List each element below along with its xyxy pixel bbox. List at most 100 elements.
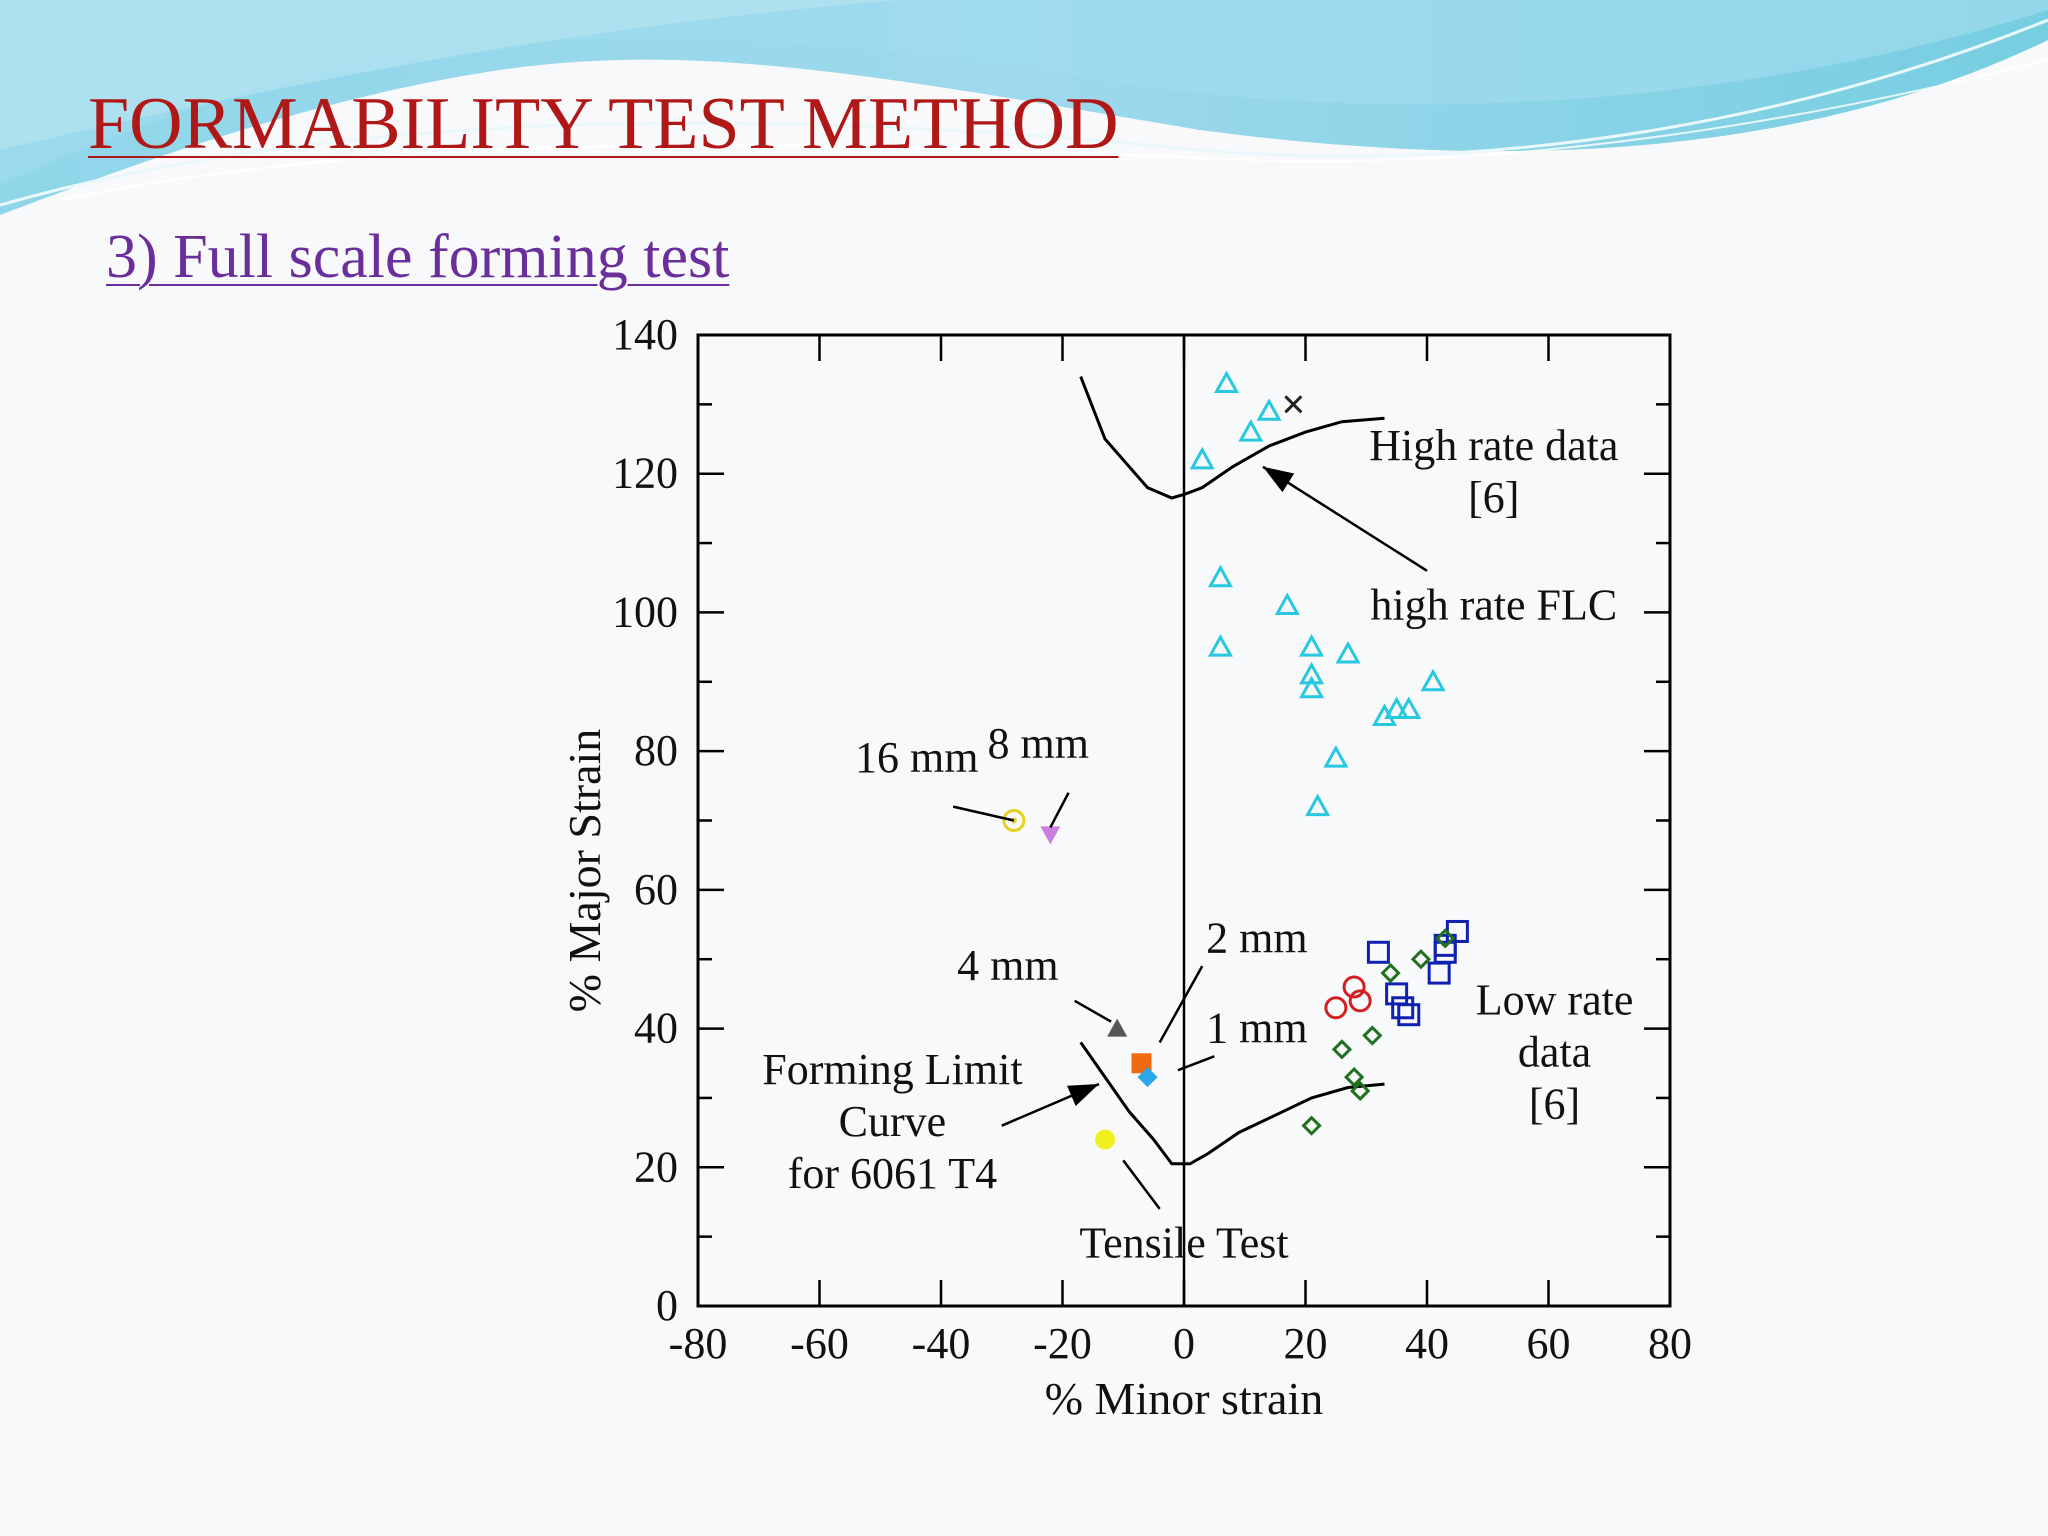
data-point-diamond bbox=[1350, 1080, 1371, 1102]
annotation-line: data bbox=[1518, 1028, 1591, 1077]
data-point-square bbox=[1397, 1003, 1421, 1027]
y-tick-label: 60 bbox=[634, 865, 678, 914]
data-point-circle bbox=[1324, 996, 1348, 1020]
plot-frame: -80 -60 -40 -20 0 20 40 60 80 0 20 40 60 80 100 120 140%… bbox=[559, 310, 1692, 1424]
y-tick-label: 100 bbox=[612, 587, 678, 636]
leader-line bbox=[952, 805, 1015, 822]
y-tick-label: 80 bbox=[634, 726, 678, 775]
y-axis-label: % Major Strain bbox=[559, 729, 610, 1013]
flc-curve-1 bbox=[1079, 376, 1385, 500]
data-point-triangle bbox=[1420, 668, 1446, 692]
x-tick-label: 80 bbox=[1648, 1319, 1692, 1368]
annotation-label: 1 mm bbox=[1206, 1003, 1307, 1052]
x-tick-label: 60 bbox=[1527, 1319, 1571, 1368]
annotation-label: Tensile Test bbox=[1079, 1218, 1288, 1267]
x-tick-label: -80 bbox=[669, 1319, 728, 1368]
annotation-label: 8 mm bbox=[987, 719, 1088, 768]
flc-curve-2 bbox=[1079, 1041, 1385, 1166]
annotation-line: High rate data bbox=[1369, 421, 1618, 470]
annotation-line: Curve bbox=[839, 1097, 947, 1146]
leader-line bbox=[1049, 792, 1070, 829]
header-wave-decoration bbox=[0, 0, 2048, 215]
data-point-circle-filled bbox=[1095, 1129, 1116, 1150]
data-point-triangle bbox=[1323, 744, 1349, 768]
annotation-label: 4 mm bbox=[957, 941, 1058, 990]
annotation-line: Forming Limit bbox=[762, 1045, 1022, 1094]
x-tick-label: 0 bbox=[1173, 1319, 1195, 1368]
annotation-line: 4 mm bbox=[957, 941, 1058, 990]
annotation-line: [6] bbox=[1468, 473, 1519, 522]
data-point-circle bbox=[1342, 975, 1366, 999]
data-point-diamond bbox=[1410, 949, 1432, 970]
data-point-triangle bbox=[1396, 696, 1422, 720]
data-point-triangle bbox=[1305, 793, 1331, 817]
annotation-label: 2 mm bbox=[1206, 913, 1307, 962]
data-point-diamond bbox=[1380, 962, 1401, 984]
data-point-triangle bbox=[1189, 446, 1215, 470]
data-point-triangle bbox=[1213, 370, 1240, 394]
x-tick-label: 40 bbox=[1405, 1319, 1449, 1368]
data-point-square bbox=[1385, 982, 1409, 1006]
data-point-diamond bbox=[1362, 1025, 1383, 1046]
data-point-circle-dot bbox=[1002, 809, 1026, 832]
leader-line bbox=[1122, 1159, 1161, 1210]
y-tick-label: 140 bbox=[612, 310, 678, 359]
data-point-square bbox=[1391, 996, 1415, 1020]
annotation-label: 16 mm bbox=[855, 733, 978, 782]
data-point-triangle bbox=[1207, 634, 1233, 657]
annotation-line: Low rate bbox=[1476, 976, 1634, 1025]
data-point-diamond bbox=[1301, 1115, 1322, 1136]
data-point-square bbox=[1427, 961, 1451, 985]
data-point-circle bbox=[1348, 989, 1372, 1013]
leader-line bbox=[1074, 999, 1112, 1023]
annotation-label: High rate data [6] bbox=[1369, 421, 1618, 522]
x-axis-label: % Minor strain bbox=[1045, 1373, 1324, 1424]
data-point-triangle-down bbox=[1040, 826, 1061, 845]
annotation-label: Forming Limit Curve for 6061 T4 bbox=[762, 1045, 1022, 1198]
curves-layer bbox=[1079, 376, 1385, 1166]
annotation-line: [6] bbox=[1529, 1080, 1580, 1129]
x-tick-label: -40 bbox=[912, 1319, 971, 1368]
data-point-triangle bbox=[1335, 640, 1361, 664]
leader-line bbox=[1177, 1055, 1215, 1072]
slide-subtitle[interactable]: 3) Full scale forming test bbox=[106, 223, 730, 291]
annotation-line: 8 mm bbox=[987, 719, 1088, 768]
y-tick-label: 120 bbox=[612, 449, 678, 498]
data-point-diamond bbox=[1343, 1067, 1365, 1088]
leader-line bbox=[1262, 465, 1428, 572]
slide-title: FORMABILITY TEST METHOD bbox=[88, 83, 1119, 165]
y-tick-label: 0 bbox=[656, 1281, 678, 1330]
y-tick-label: 40 bbox=[634, 1004, 678, 1053]
data-point-triangle bbox=[1274, 592, 1300, 615]
annotation-line: for 6061 T4 bbox=[788, 1149, 997, 1198]
x-tick-label: -20 bbox=[1033, 1319, 1092, 1368]
data-point-diamond bbox=[1331, 1039, 1353, 1060]
data-point-square bbox=[1366, 940, 1390, 964]
annotation-line: 1 mm bbox=[1206, 1003, 1307, 1052]
data-point-triangle bbox=[1238, 419, 1264, 442]
annotation-line: high rate FLC bbox=[1370, 580, 1617, 629]
data-point-triangle bbox=[1299, 661, 1325, 685]
data-point-triangle bbox=[1207, 564, 1233, 588]
annotation-line: 16 mm bbox=[855, 733, 978, 782]
leader-line bbox=[1158, 965, 1204, 1044]
annotation-line: 2 mm bbox=[1206, 913, 1307, 962]
x-tick-label: -60 bbox=[790, 1319, 849, 1368]
data-point-diamond-filled bbox=[1137, 1067, 1158, 1088]
data-point-triangle bbox=[1256, 398, 1282, 421]
y-tick-label: 20 bbox=[634, 1142, 678, 1191]
data-point-triangle bbox=[1299, 675, 1325, 699]
annotation-label: Low rate data [6] bbox=[1476, 976, 1634, 1129]
points-layer bbox=[1002, 370, 1469, 1150]
data-point-diamond bbox=[1435, 928, 1456, 949]
data-point-x bbox=[1284, 395, 1303, 414]
annotation-line: Tensile Test bbox=[1079, 1218, 1288, 1267]
leader-arrowhead bbox=[1067, 1084, 1099, 1106]
x-tick-label: 20 bbox=[1284, 1319, 1328, 1368]
leader-arrowhead bbox=[1262, 466, 1295, 493]
data-point-square bbox=[1445, 919, 1469, 943]
annotation-label: high rate FLC bbox=[1370, 580, 1617, 629]
data-point-triangle-filled bbox=[1107, 1018, 1128, 1037]
data-point-triangle bbox=[1299, 634, 1325, 657]
